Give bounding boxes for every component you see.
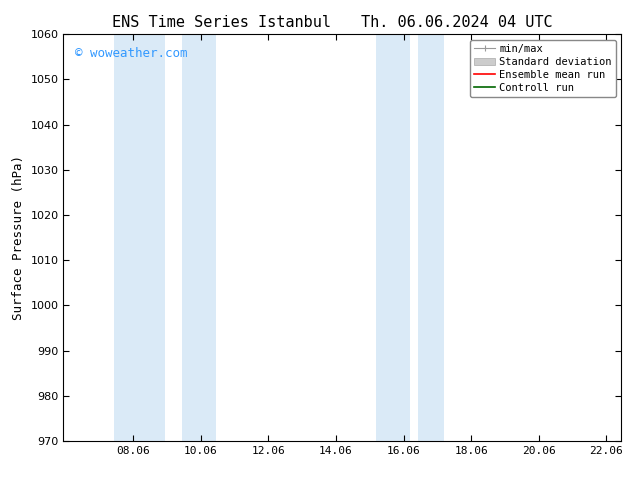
Text: ENS Time Series Istanbul: ENS Time Series Istanbul	[112, 15, 332, 30]
Legend: min/max, Standard deviation, Ensemble mean run, Controll run: min/max, Standard deviation, Ensemble me…	[470, 40, 616, 97]
Bar	[418, 34, 444, 441]
Bar	[182, 34, 216, 441]
Text: © woweather.com: © woweather.com	[75, 47, 187, 59]
Y-axis label: Surface Pressure (hPa): Surface Pressure (hPa)	[12, 155, 25, 320]
Text: Th. 06.06.2024 04 UTC: Th. 06.06.2024 04 UTC	[361, 15, 552, 30]
Bar	[114, 34, 165, 441]
Bar	[376, 34, 410, 441]
